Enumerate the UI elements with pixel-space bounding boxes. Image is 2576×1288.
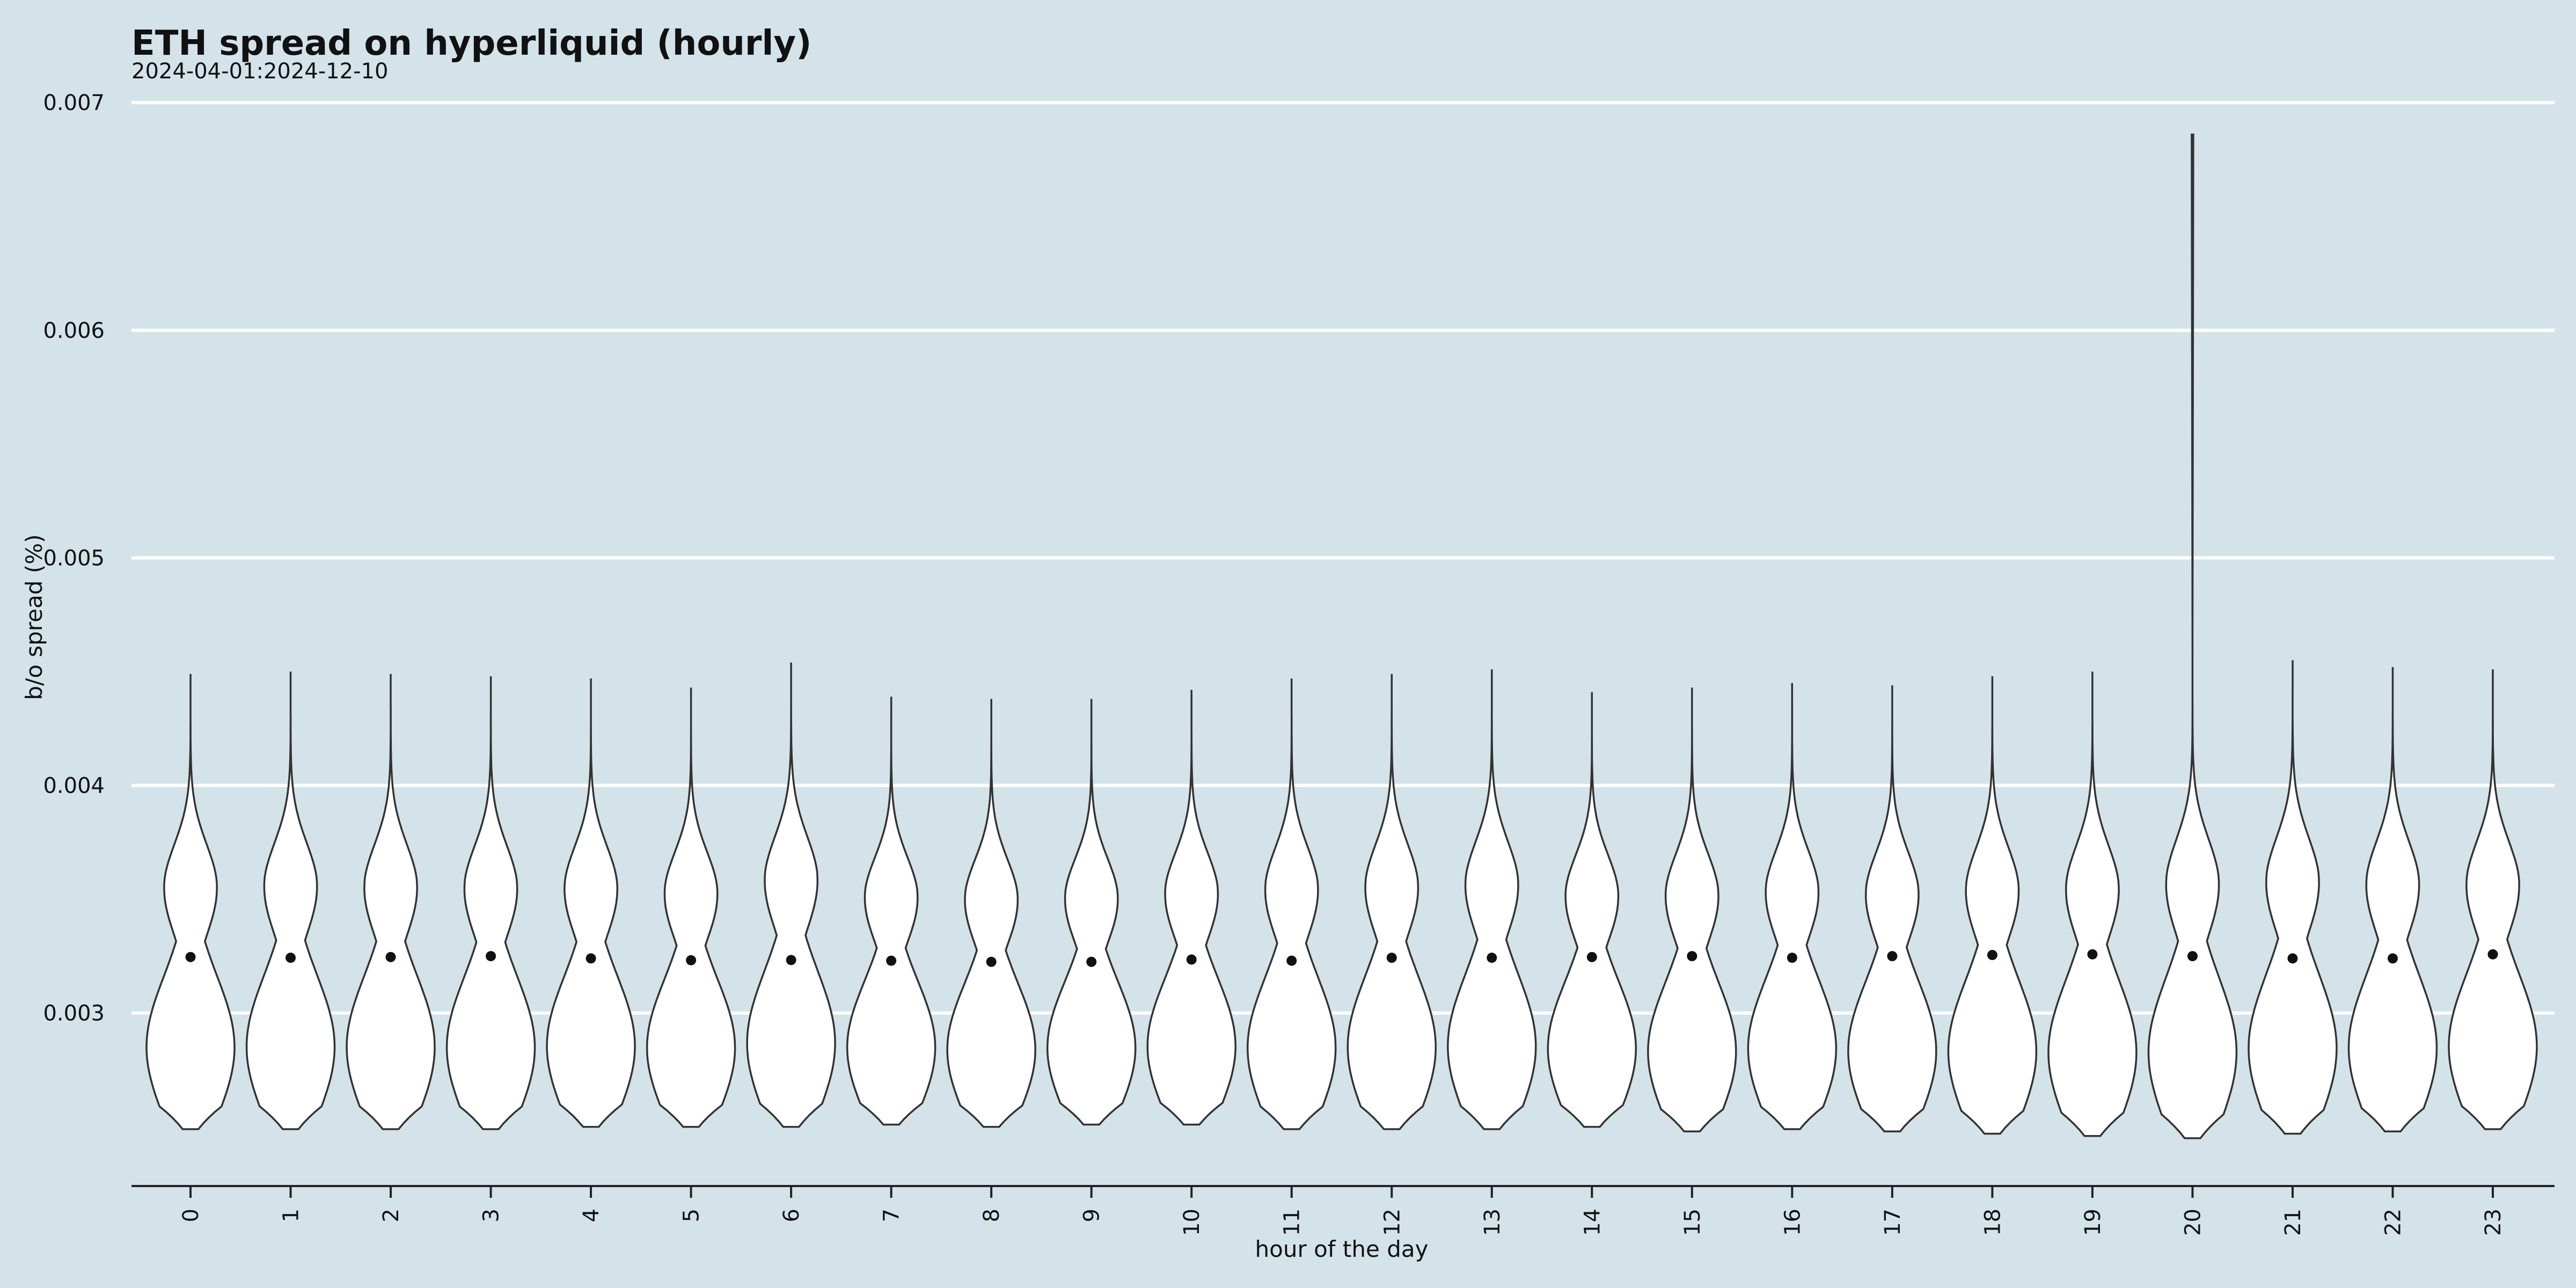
- violin-hour-16: [1747, 683, 1838, 1130]
- violin-hour-20: [2147, 133, 2238, 1139]
- gridlines: [131, 101, 2555, 1015]
- violins: [145, 133, 2538, 1139]
- x-tick-label: 15: [1680, 1209, 1705, 1236]
- x-tick-label: 12: [1380, 1209, 1404, 1236]
- y-tick-label: 0.004: [43, 774, 105, 799]
- violin-hour-0: [145, 674, 236, 1130]
- violin-hour-9: [1046, 699, 1137, 1126]
- x-tick-label: 7: [880, 1209, 904, 1222]
- mean-point-hour-13: [1487, 953, 1497, 963]
- x-tick-label: 16: [1780, 1209, 1805, 1236]
- mean-point-hour-9: [1086, 956, 1097, 967]
- mean-point-hour-3: [486, 951, 496, 962]
- x-tick-label: 17: [1880, 1209, 1905, 1236]
- x-tick-label: 19: [2081, 1209, 2105, 1236]
- mean-point-hour-5: [686, 955, 697, 965]
- mean-point-hour-10: [1186, 954, 1197, 965]
- x-tick-label: 20: [2180, 1209, 2205, 1236]
- chart-title: ETH spread on hyperliquid (hourly): [131, 24, 811, 63]
- x-tick-label: 13: [1480, 1209, 1505, 1236]
- x-tick-label: 8: [979, 1209, 1004, 1222]
- violin-hour-11: [1247, 678, 1337, 1130]
- y-tick-label: 0.005: [43, 546, 105, 570]
- mean-point-hour-12: [1386, 953, 1397, 963]
- violin-hour-18: [1947, 676, 2038, 1135]
- violin-hour-12: [1346, 674, 1437, 1130]
- x-tick-label: 11: [1280, 1209, 1305, 1236]
- x-tick-label: 4: [579, 1209, 604, 1222]
- mean-point-hour-8: [986, 956, 997, 967]
- violin-hour-15: [1647, 687, 1737, 1132]
- violin-hour-14: [1547, 692, 1637, 1128]
- mean-point-hour-17: [1887, 951, 1898, 962]
- mean-point-hour-14: [1586, 952, 1597, 962]
- x-tick-label: 5: [679, 1209, 704, 1222]
- x-tick-label: 18: [1980, 1209, 2005, 1236]
- violin-hour-23: [2448, 669, 2538, 1130]
- mean-point-hour-21: [2287, 953, 2298, 964]
- mean-point-hour-4: [586, 953, 596, 964]
- violin-hour-10: [1146, 690, 1236, 1126]
- violin-hour-3: [445, 676, 536, 1130]
- violin-hour-4: [546, 678, 636, 1128]
- x-tick-label: 3: [479, 1209, 504, 1222]
- y-tick-label: 0.006: [43, 318, 105, 343]
- violin-hour-19: [2047, 671, 2138, 1137]
- mean-point-hour-0: [185, 952, 196, 962]
- violin-hour-2: [346, 674, 436, 1130]
- x-axis-label: hour of the day: [1255, 1236, 1429, 1262]
- mean-point-hour-2: [385, 952, 396, 962]
- x-tick-label: 14: [1580, 1209, 1605, 1236]
- x-tick-label: 10: [1180, 1209, 1204, 1236]
- mean-point-hour-22: [2387, 953, 2398, 964]
- violin-hour-1: [245, 671, 336, 1130]
- y-tick-label: 0.007: [43, 91, 105, 115]
- mean-point-hour-1: [286, 953, 296, 963]
- x-tick-label: 23: [2481, 1209, 2506, 1236]
- violin-hour-7: [846, 697, 936, 1126]
- chart-subtitle: 2024-04-01:2024-12-10: [131, 59, 388, 84]
- x-tick-label: 6: [779, 1209, 804, 1222]
- x-tick-label: 2: [379, 1209, 404, 1222]
- violin-hour-21: [2248, 660, 2338, 1135]
- mean-point-hour-19: [2087, 949, 2098, 960]
- mean-point-hour-15: [1687, 951, 1697, 962]
- mean-point-hour-7: [886, 955, 897, 966]
- y-tick-label: 0.003: [43, 1001, 105, 1026]
- x-tick-label: 0: [179, 1209, 203, 1222]
- x-tick-label: 1: [279, 1209, 304, 1222]
- mean-point-hour-6: [786, 955, 796, 965]
- violin-hour-5: [646, 687, 736, 1128]
- x-tick-label: 21: [2281, 1209, 2306, 1236]
- mean-point-hour-16: [1787, 953, 1797, 963]
- mean-point-hour-20: [2187, 951, 2198, 962]
- mean-point-hour-11: [1286, 955, 1297, 966]
- violin-hour-13: [1447, 669, 1537, 1130]
- violin-hour-17: [1847, 685, 1937, 1132]
- x-tick-label: 9: [1080, 1209, 1104, 1222]
- x-tick-label: 22: [2381, 1209, 2405, 1236]
- mean-point-hour-18: [1987, 950, 1997, 961]
- y-axis-label: b/o spread (%): [21, 534, 47, 700]
- mean-point-hour-23: [2487, 949, 2498, 960]
- violin-hour-6: [746, 662, 836, 1128]
- violin-hour-22: [2347, 667, 2438, 1132]
- violin-hour-8: [946, 699, 1036, 1128]
